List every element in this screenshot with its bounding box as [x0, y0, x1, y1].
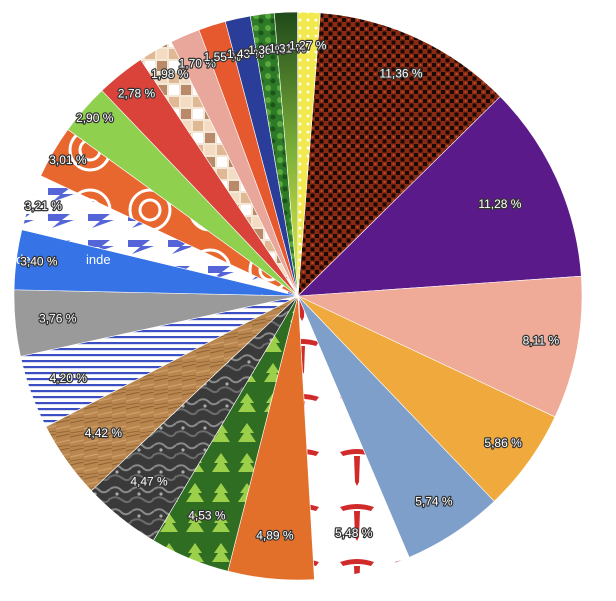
slice-label: 11,28 %: [478, 197, 521, 211]
pie-slice: [296, 275, 583, 418]
slice-labels: 11,36 % 11,28 % 8,11 % 5,86 % 5,74 % 5,48 % 4,…: [19, 37, 561, 543]
slice-label: 4,47 %: [130, 474, 168, 488]
pie-slices: [13, 11, 583, 581]
slice-label: 1,98 %: [151, 67, 189, 81]
slice-label: 4,42 %: [85, 426, 123, 440]
slice-label: 1,36 %: [248, 43, 286, 57]
slice-label: 1,70 %: [179, 56, 217, 70]
slice-label: 5,86 %: [484, 436, 522, 450]
slice-label: 2,78 %: [118, 86, 156, 100]
slice-label: 5,48 %: [335, 526, 373, 540]
slice-label: 8,11 %: [523, 334, 560, 348]
slice-label: 3,21 %: [25, 199, 63, 213]
slice-label: 2,90 %: [76, 111, 114, 125]
slice-label: 4,53 %: [188, 509, 226, 523]
slice-label: 1,27 %: [289, 38, 327, 52]
slice-label: 1,55 %: [204, 50, 242, 64]
slice-label: 4,89 %: [256, 528, 294, 542]
slice-label: 1,31 %: [269, 41, 307, 55]
slice-label: 11,36 %: [379, 67, 422, 81]
slice-label: 3,40 %: [20, 255, 58, 269]
pie-slice: [297, 96, 582, 297]
pie-slice: [297, 12, 501, 297]
slice-label: 3,01 %: [49, 153, 87, 167]
slice-label: 4,20 %: [50, 371, 88, 385]
pie-slice: [297, 11, 321, 297]
slice-label: 3,76 %: [39, 311, 77, 325]
slice-label: 5,74 %: [415, 494, 453, 508]
slice-label: 1,43 %: [227, 47, 265, 61]
